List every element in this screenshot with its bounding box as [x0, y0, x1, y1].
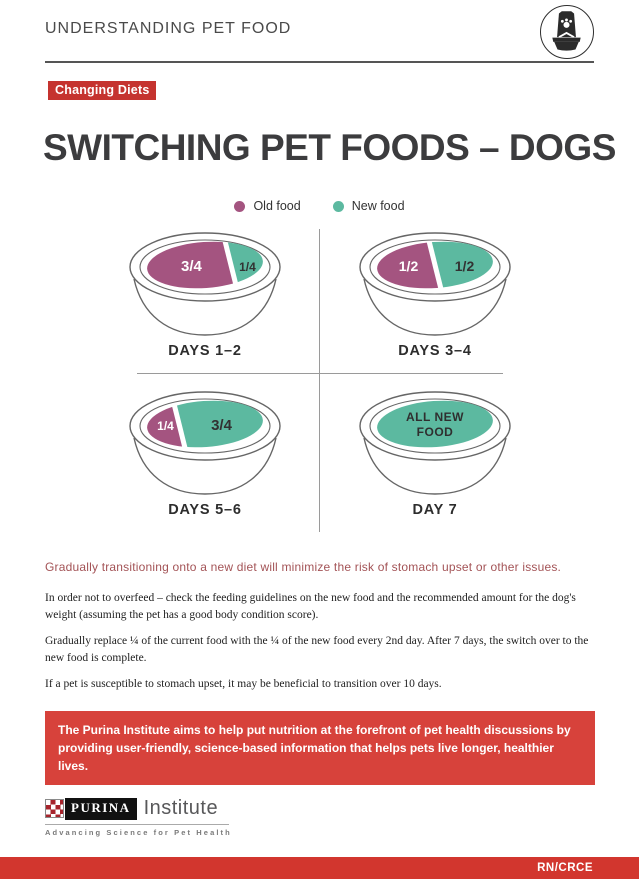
- pet-food-icon: [540, 5, 594, 59]
- svg-text:FOOD: FOOD: [417, 425, 454, 439]
- bowl-label: DAYS 3–4: [398, 343, 472, 359]
- bowl-illustration: 1/2 1/2: [359, 232, 511, 336]
- bowl-cell: 1/4 3/4 DAYS 5–6: [90, 390, 320, 518]
- bowl-illustration: 3/4 1/4: [129, 232, 281, 336]
- legend-item-old-food: Old food: [234, 199, 301, 213]
- header-divider: [45, 61, 594, 63]
- purina-callout-box: The Purina Institute aims to help put nu…: [45, 711, 595, 785]
- bowl-diagram-grid: 3/4 1/4 DAYS 1–2 1/2 1/2 DAYS 3–4 1/4 3/4 DAYS 5…: [90, 226, 550, 534]
- svg-text:ALL NEW: ALL NEW: [406, 410, 464, 424]
- bowl-cell: ALL NEW FOOD DAY 7: [320, 390, 550, 518]
- old-food-dot: [234, 200, 246, 212]
- svg-text:1/4: 1/4: [239, 260, 256, 274]
- paragraph: In order not to overfeed – check the fee…: [45, 592, 576, 621]
- paragraph: Gradually replace ¼ of the current food …: [45, 635, 589, 664]
- paragraph: If a pet is susceptible to stomach upset…: [45, 678, 442, 690]
- purina-institute-logo: PURINA Institute Advancing Science for P…: [45, 797, 232, 837]
- purina-wordmark: PURINA: [65, 797, 137, 820]
- legend-old-label: Old food: [253, 199, 301, 213]
- body-text: In order not to overfeed – check the fee…: [45, 590, 597, 703]
- logo-divider: [45, 824, 229, 825]
- bowl-rim-shape: [552, 37, 581, 42]
- svg-text:3/4: 3/4: [211, 417, 233, 434]
- svg-text:1/2: 1/2: [455, 258, 475, 274]
- bowl-cell: 1/2 1/2 DAYS 3–4: [320, 231, 550, 359]
- page-title: SWITCHING PET FOODS – DOGS: [43, 127, 616, 168]
- page-header-title: UNDERSTANDING PET FOOD: [45, 20, 292, 37]
- highlight-sentence: Gradually transitioning onto a new diet …: [45, 560, 562, 574]
- new-food-dot: [332, 200, 344, 212]
- svg-text:1/4: 1/4: [157, 419, 174, 433]
- purina-checkerboard-icon: [45, 799, 64, 818]
- horizontal-divider: [137, 373, 503, 374]
- bowl-body-shape: [554, 41, 579, 51]
- bowl-cell: 3/4 1/4 DAYS 1–2: [90, 231, 320, 359]
- bowl-label: DAY 7: [412, 502, 458, 518]
- legend-new-label: New food: [351, 199, 405, 213]
- section-badge: Changing Diets: [48, 81, 157, 100]
- document-code: RN/CRCE: [537, 862, 593, 874]
- bowl-label: DAYS 5–6: [168, 502, 242, 518]
- legend-item-new-food: New food: [332, 199, 405, 213]
- bowl-label: DAYS 1–2: [168, 343, 242, 359]
- vertical-divider: [319, 229, 320, 532]
- footer-bar: RN/CRCE: [0, 857, 639, 879]
- bowl-illustration: 1/4 3/4: [129, 391, 281, 495]
- svg-text:1/2: 1/2: [399, 258, 419, 274]
- institute-wordmark: Institute: [143, 797, 219, 819]
- legend: Old food New food: [0, 199, 639, 213]
- svg-text:3/4: 3/4: [181, 258, 203, 275]
- logo-tagline: Advancing Science for Pet Health: [45, 828, 232, 837]
